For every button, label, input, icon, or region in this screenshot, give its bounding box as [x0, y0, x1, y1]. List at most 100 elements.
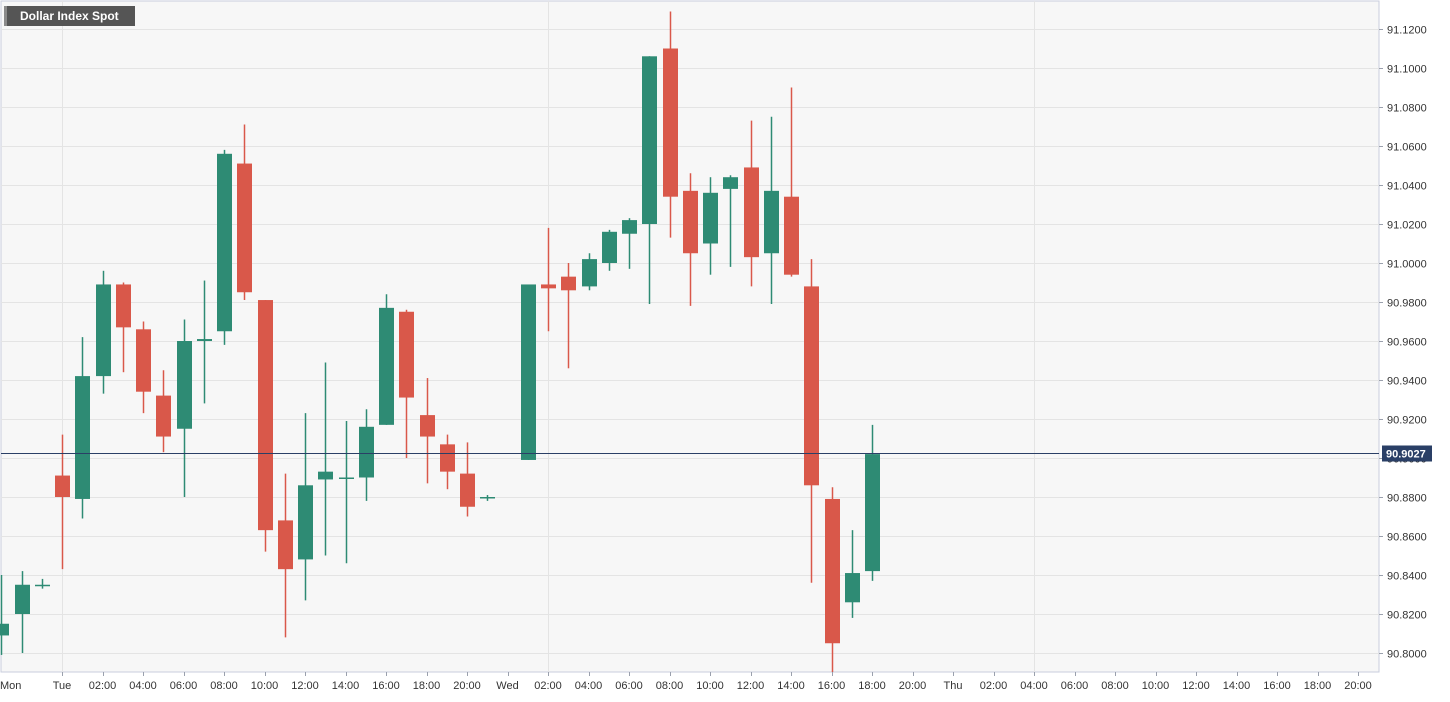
candle-down — [420, 378, 435, 484]
candle-body — [420, 415, 435, 437]
x-tick-label: 02:00 — [534, 680, 562, 692]
candle-up — [35, 578, 50, 589]
candle-up — [602, 229, 617, 271]
x-tick-label: Wed — [496, 680, 518, 692]
candle-down — [804, 259, 819, 583]
x-tick-label: 16:00 — [818, 680, 846, 692]
y-tick-label: 91.1200 — [1387, 25, 1427, 37]
candle-body — [35, 584, 50, 587]
candle-body — [197, 339, 212, 341]
price-layer: 90.9027 — [1, 445, 1432, 462]
candle-up — [15, 571, 30, 653]
candle-body — [764, 190, 779, 254]
candle-down — [663, 11, 678, 238]
candle-up — [96, 270, 111, 394]
y-tick-label: 91.0800 — [1387, 103, 1427, 115]
x-tick-label: Mon — [0, 680, 21, 692]
candle-body — [480, 497, 495, 499]
x-tick-label: 04:00 — [575, 680, 603, 692]
candle-up — [622, 218, 637, 269]
x-tick-label: 02:00 — [89, 680, 117, 692]
x-tick-label: 10:00 — [696, 680, 724, 692]
candle-down — [399, 309, 414, 458]
candle-down — [744, 120, 759, 287]
x-tick-label: 12:00 — [737, 680, 765, 692]
x-tick-label: 18:00 — [1304, 680, 1332, 692]
candle-body — [703, 192, 718, 244]
x-tick-label: 12:00 — [291, 680, 319, 692]
candle-up — [75, 337, 90, 519]
candle-up — [703, 177, 718, 275]
candle-down — [541, 227, 556, 332]
candle-body — [521, 284, 536, 460]
candle-body — [460, 473, 475, 507]
x-tick-label: 06:00 — [1061, 680, 1089, 692]
x-tick-label: 10:00 — [251, 680, 279, 692]
axis-layer: 91.1200 91.1000 91.0800 91.0600 91.0400 91.02… — [0, 25, 1427, 693]
candle-body — [217, 153, 232, 332]
candle-body — [15, 584, 30, 614]
candle-down — [258, 300, 273, 552]
candle-body — [602, 231, 617, 263]
y-tick-label: 90.9400 — [1387, 376, 1427, 388]
candle-body — [116, 284, 131, 328]
candle-body — [663, 48, 678, 197]
x-tick-label: 04:00 — [129, 680, 157, 692]
candle-body — [561, 276, 576, 291]
candle-body — [541, 284, 556, 289]
x-tick-label: 12:00 — [1182, 680, 1210, 692]
candle-body — [96, 284, 111, 377]
candle-up — [723, 175, 738, 267]
candle-down — [55, 434, 70, 570]
candle-up — [318, 362, 333, 556]
candle-up — [521, 284, 536, 460]
candle-down — [116, 282, 131, 373]
y-tick-label: 90.9200 — [1387, 415, 1427, 427]
x-tick-label: 06:00 — [615, 680, 643, 692]
x-tick-label: 08:00 — [1101, 680, 1129, 692]
candle-body — [723, 177, 738, 189]
candle-down — [237, 124, 252, 301]
x-tick-label: 18:00 — [858, 680, 886, 692]
x-tick-label: 18:00 — [413, 680, 441, 692]
y-tick-label: 91.0600 — [1387, 142, 1427, 154]
candle-body — [177, 341, 192, 429]
candle-up — [197, 280, 212, 404]
candle-up — [217, 149, 232, 345]
candle-body — [278, 520, 293, 570]
x-tick-label: 14:00 — [1223, 680, 1251, 692]
candle-body — [399, 311, 414, 398]
y-tick-label: 90.8600 — [1387, 532, 1427, 544]
candle-down — [278, 473, 293, 638]
candle-up — [0, 575, 9, 655]
candle-down — [460, 442, 475, 517]
candle-body — [804, 286, 819, 486]
candle-body — [298, 485, 313, 560]
candle-body — [339, 477, 354, 479]
candle-body — [582, 259, 597, 287]
y-tick-label: 90.8200 — [1387, 610, 1427, 622]
x-tick-label: 06:00 — [170, 680, 198, 692]
candle-up — [865, 424, 880, 581]
x-tick-label: 14:00 — [777, 680, 805, 692]
candle-up — [298, 413, 313, 601]
candle-body — [440, 444, 455, 472]
y-tick-label: 91.0000 — [1387, 259, 1427, 271]
x-tick-label: 14:00 — [332, 680, 360, 692]
candle-body — [156, 395, 171, 437]
candle-body — [237, 163, 252, 293]
last-price-label: 90.9027 — [1386, 449, 1426, 461]
candle-down — [440, 434, 455, 490]
candle-body — [642, 56, 657, 224]
candle-body — [683, 190, 698, 254]
candle-body — [258, 300, 273, 531]
candle-body — [318, 471, 333, 480]
x-tick-label: 10:00 — [1142, 680, 1170, 692]
candle-down — [156, 370, 171, 453]
candle-up — [480, 495, 495, 501]
x-tick-label: 08:00 — [210, 680, 238, 692]
candle-down — [683, 173, 698, 306]
x-tick-label: 16:00 — [1263, 680, 1291, 692]
